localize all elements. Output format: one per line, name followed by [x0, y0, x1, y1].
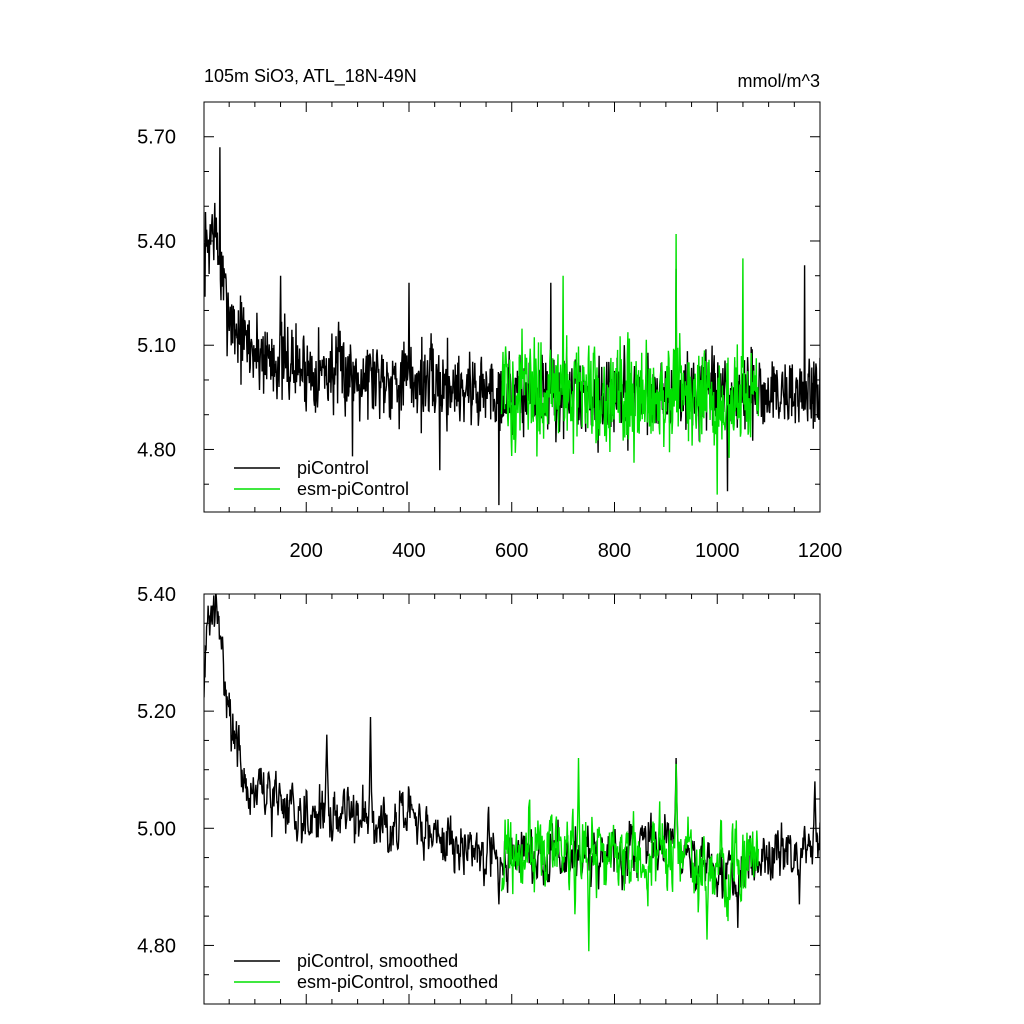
y-tick-label: 5.70 [137, 127, 176, 149]
series-line-picontrol [204, 594, 820, 928]
x-tick-label: 600 [495, 540, 528, 562]
plot-frame [203, 593, 821, 1005]
y-tick-label: 4.80 [137, 935, 176, 957]
top-panel: 200 400 600 800 1000 1200 4.80 5.10 5.40 5.70 piCo… [137, 101, 843, 562]
y-tick-label: 5.00 [137, 818, 176, 840]
y-tick-label: 5.40 [137, 231, 176, 253]
legend-label: piControl, smoothed [297, 951, 458, 971]
chart-title: 105m SiO3, ATL_18N-49N [204, 66, 417, 87]
legend-label: piControl [297, 458, 369, 478]
legend-label: esm-piControl [297, 479, 409, 499]
y-tick-label: 5.40 [137, 584, 176, 606]
chart-units: mmol/m^3 [738, 71, 820, 91]
x-tick-label: 1000 [695, 540, 740, 562]
series-line-esm-picontrol [500, 233, 759, 495]
bottom-panel: 4.80 5.00 5.20 5.40 piControl, smoothedesm-p… [137, 584, 821, 1005]
series-line-esm-picontrol [500, 757, 759, 952]
x-tick-label: 400 [392, 540, 425, 562]
x-tick-label: 800 [598, 540, 631, 562]
x-tick-label: 200 [290, 540, 323, 562]
y-tick-label: 4.80 [137, 439, 176, 461]
legend-label: esm-piControl, smoothed [297, 972, 498, 992]
y-tick-label: 5.20 [137, 701, 176, 723]
y-tick-label: 5.10 [137, 335, 176, 357]
x-tick-label: 1200 [798, 540, 843, 562]
